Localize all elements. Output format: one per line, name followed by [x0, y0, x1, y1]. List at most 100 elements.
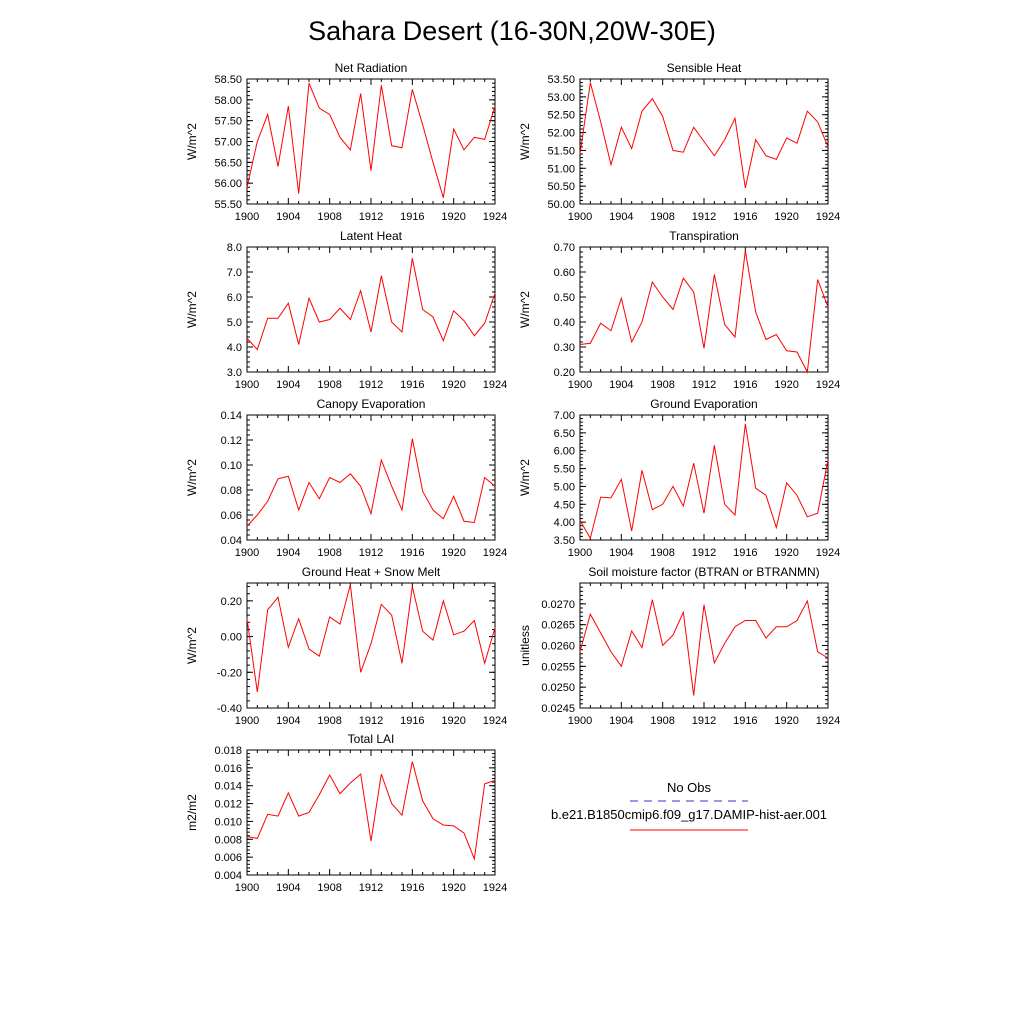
panel-transpiration: Transpiration W/m^2 1900 1904 1908 1912 1916 19…: [518, 229, 840, 391]
y-tick-label: 0.20: [554, 367, 575, 379]
y-tick-label: 4.0: [227, 342, 242, 354]
y-tick-label: 0.018: [214, 745, 242, 757]
panel-title: Ground Evaporation: [650, 397, 757, 411]
x-tick-label: 1924: [483, 379, 507, 391]
series-line: [579, 423, 829, 540]
y-tick-label: 5.50: [554, 464, 575, 476]
x-tick-label: 1904: [609, 379, 633, 391]
y-tick-label: 0.0260: [541, 641, 575, 653]
y-axis-label: W/m^2: [518, 123, 532, 160]
y-tick-label: 0.14: [221, 410, 242, 422]
x-tick-label: 1912: [692, 211, 716, 223]
x-tick-label: 1900: [235, 547, 259, 559]
panel-soil-moisture-factor-btran-or-btranmn: Soil moisture factor (BTRAN or BTRANMN) u…: [518, 565, 840, 727]
y-tick-label: 0.60: [554, 267, 575, 279]
x-tick-label: 1924: [816, 547, 840, 559]
x-tick-label: 1924: [483, 882, 507, 894]
x-tick-label: 1904: [276, 882, 300, 894]
y-tick-label: 0.016: [214, 763, 242, 775]
y-axis-label: W/m^2: [185, 459, 199, 496]
y-axis-label: W/m^2: [518, 291, 532, 328]
x-tick-label: 1908: [650, 379, 674, 391]
y-tick-label: 58.00: [214, 95, 242, 107]
y-tick-label: 58.50: [214, 74, 242, 86]
x-tick-label: 1900: [235, 379, 259, 391]
series-line: [246, 584, 496, 692]
panel-title: Soil moisture factor (BTRAN or BTRANMN): [588, 565, 819, 579]
y-axis-label: W/m^2: [185, 291, 199, 328]
x-tick-label: 1924: [483, 211, 507, 223]
y-axis-label: W/m^2: [518, 459, 532, 496]
y-tick-label: 5.00: [554, 481, 575, 493]
plot-frame: [246, 582, 496, 709]
x-tick-label: 1912: [359, 547, 383, 559]
x-tick-label: 1912: [692, 379, 716, 391]
panel-title: Ground Heat + Snow Melt: [302, 565, 441, 579]
x-tick-label: 1908: [650, 211, 674, 223]
plot-frame: [246, 78, 496, 205]
plot-frame: [579, 414, 829, 541]
x-tick-label: 1920: [774, 547, 798, 559]
y-tick-label: 0.010: [214, 816, 242, 828]
y-tick-label: 0.00: [221, 632, 242, 644]
y-tick-label: 0.12: [221, 435, 242, 447]
x-tick-label: 1920: [441, 211, 465, 223]
x-tick-label: 1908: [317, 379, 341, 391]
y-tick-label: 56.50: [214, 157, 242, 169]
plot-frame: [579, 582, 829, 709]
series-line: [579, 599, 829, 696]
legend: No Obs b.e21.B1850cmip6.f09_g17.DAMIP-hi…: [551, 780, 827, 831]
x-tick-label: 1920: [441, 882, 465, 894]
y-tick-label: 0.014: [214, 781, 242, 793]
y-tick-label: 6.50: [554, 428, 575, 440]
y-tick-label: 0.08: [221, 485, 242, 497]
x-tick-label: 1904: [276, 715, 300, 727]
series-line: [579, 250, 829, 374]
y-tick-label: 0.06: [221, 510, 242, 522]
x-tick-label: 1924: [816, 715, 840, 727]
x-tick-label: 1916: [400, 211, 424, 223]
x-tick-label: 1920: [441, 379, 465, 391]
x-tick-label: 1916: [733, 211, 757, 223]
x-tick-label: 1904: [276, 379, 300, 391]
x-tick-label: 1924: [816, 379, 840, 391]
x-tick-label: 1920: [441, 547, 465, 559]
panel-title: Canopy Evaporation: [317, 397, 426, 411]
x-tick-label: 1916: [400, 715, 424, 727]
series-line: [246, 258, 496, 351]
y-tick-label: 0.0255: [541, 661, 575, 673]
x-tick-label: 1916: [400, 379, 424, 391]
x-tick-label: 1900: [235, 211, 259, 223]
x-tick-label: 1916: [733, 547, 757, 559]
y-axis-label: W/m^2: [185, 627, 199, 664]
panel-net-radiation: Net Radiation W/m^2 1900 1904 1908 1912 1916 19…: [185, 61, 507, 223]
y-axis-label: m2/m2: [185, 794, 199, 831]
plot-frame: [579, 246, 829, 373]
y-tick-label: 53.00: [547, 92, 575, 104]
x-tick-label: 1904: [276, 211, 300, 223]
y-tick-label: 0.70: [554, 242, 575, 254]
panel-title: Net Radiation: [335, 61, 408, 75]
panel-title: Latent Heat: [340, 229, 403, 243]
y-tick-label: 4.50: [554, 499, 575, 511]
legend-model-label: b.e21.B1850cmip6.f09_g17.DAMIP-hist-aer.…: [551, 807, 827, 822]
y-tick-label: 0.10: [221, 460, 242, 472]
panel-ground-evaporation: Ground Evaporation W/m^2 1900 1904 1908 1912 1…: [518, 397, 840, 559]
y-tick-label: 0.20: [221, 596, 242, 608]
x-tick-label: 1916: [400, 882, 424, 894]
x-tick-label: 1908: [317, 882, 341, 894]
y-tick-label: 51.00: [547, 163, 575, 175]
panel-title: Total LAI: [348, 732, 395, 746]
y-tick-label: 53.50: [547, 74, 575, 86]
y-axis-label: W/m^2: [185, 123, 199, 160]
legend-obs-label: No Obs: [667, 780, 712, 795]
x-tick-label: 1920: [774, 715, 798, 727]
x-tick-label: 1908: [650, 547, 674, 559]
x-tick-label: 1916: [733, 715, 757, 727]
x-tick-label: 1900: [235, 882, 259, 894]
y-tick-label: 0.008: [214, 834, 242, 846]
x-tick-label: 1912: [692, 715, 716, 727]
panel-ground-heat-snow-melt: Ground Heat + Snow Melt W/m^2 1900 1904 1908…: [185, 565, 507, 727]
panel-title: Sensible Heat: [667, 61, 742, 75]
